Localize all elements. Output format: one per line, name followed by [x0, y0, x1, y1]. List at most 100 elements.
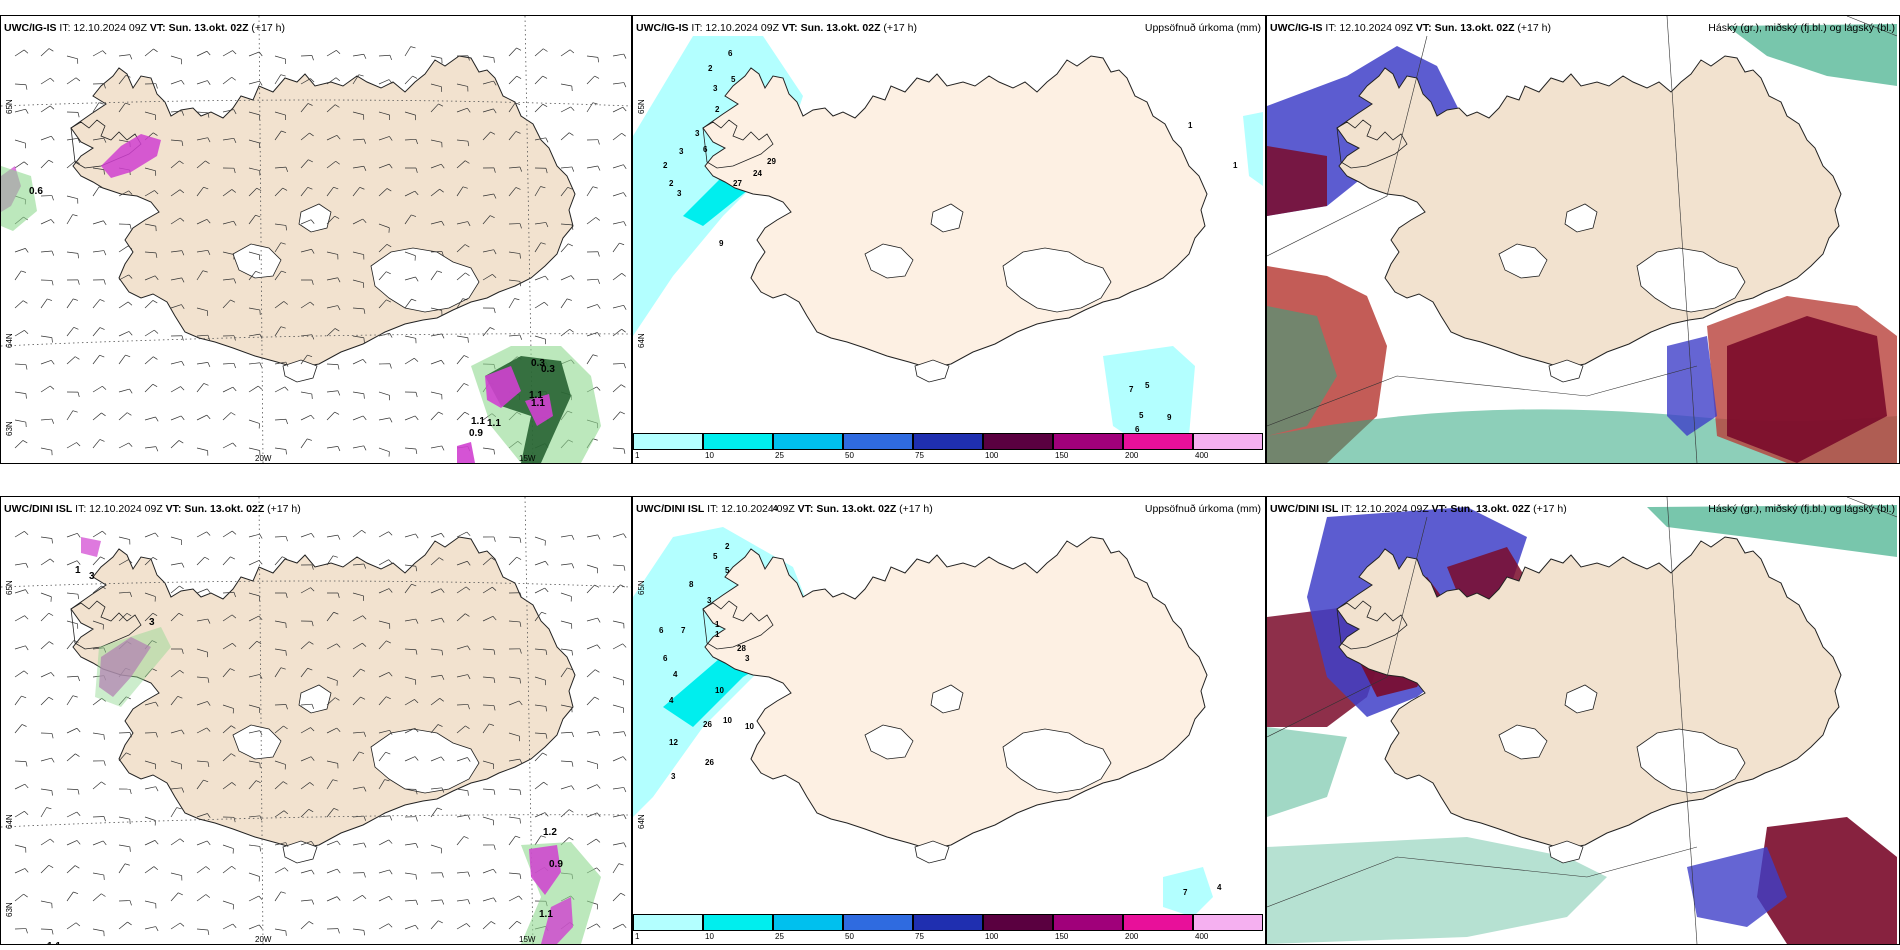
wind-barb	[612, 923, 623, 930]
wind-barb	[248, 704, 260, 709]
panel-cloud-igis: UWC/IG-IS IT: 12.10.2024 09Z VT: Sun. 13…	[1266, 15, 1900, 464]
wind-barb-flag	[49, 105, 55, 110]
wind-barb	[482, 760, 494, 765]
wind-barb	[196, 362, 208, 365]
wind-barb-flag	[102, 530, 107, 535]
wind-barb-flag	[181, 787, 185, 793]
wind-barb-flag	[125, 102, 131, 106]
wind-barb-flag	[545, 168, 548, 174]
wind-barb-flag	[596, 923, 601, 928]
wind-barb-flag	[545, 561, 549, 566]
wind-barb	[92, 781, 102, 790]
wind-barb-flag	[181, 648, 184, 654]
wind-barb	[66, 55, 78, 60]
wind-barb-flag	[571, 785, 575, 791]
wind-barb-flag	[415, 924, 419, 930]
wind-barb-flag	[335, 77, 341, 82]
wind-barb	[560, 731, 572, 734]
wind-barb	[534, 275, 546, 281]
wind-barb	[482, 897, 494, 902]
wind-barb-flag	[310, 587, 315, 592]
precip-value-label: 0.3	[541, 364, 555, 375]
wind-barb-flag	[103, 647, 107, 653]
wind-barb	[144, 251, 156, 254]
wind-barb-flag	[308, 641, 314, 645]
wind-barb	[144, 612, 154, 622]
wind-barb-flag	[23, 161, 29, 166]
wind-barb-flag	[493, 868, 497, 874]
wind-barb	[300, 248, 312, 253]
wind-barb-flag	[103, 279, 106, 285]
wind-barb	[560, 275, 572, 281]
wind-barb	[456, 186, 464, 197]
wind-barb	[560, 106, 571, 113]
glacier-outline	[282, 840, 318, 864]
precip-value-label: 1.2	[543, 827, 557, 838]
wind-barb	[196, 894, 207, 902]
wind-barb	[326, 186, 334, 197]
wind-barb	[170, 55, 182, 60]
wind-barb-flag	[101, 698, 106, 702]
wind-barb-flag	[519, 818, 521, 824]
wind-barb-flag	[545, 706, 547, 712]
wind-barb	[378, 244, 388, 253]
wind-barb-flag	[410, 46, 416, 49]
wind-barb-flag	[571, 732, 574, 738]
wind-barb	[508, 676, 520, 679]
wind-barb	[144, 167, 156, 172]
wind-barb-flag	[311, 279, 314, 285]
lead-time: (+17 h)	[264, 503, 301, 515]
wind-barb-flag	[232, 643, 237, 647]
wind-barb	[300, 782, 311, 790]
wind-barb-flag	[467, 871, 471, 877]
wind-barb-flag	[438, 920, 443, 924]
precip-value-label: 1.1	[471, 416, 485, 427]
westfjords-outline	[702, 119, 774, 169]
wind-barb	[508, 75, 517, 85]
wind-barb	[92, 732, 104, 736]
colorbar-swatch	[913, 433, 983, 450]
wind-barb	[118, 139, 130, 143]
wind-barb-flag	[545, 733, 548, 739]
wind-barb-flag	[283, 725, 288, 730]
wind-barb	[222, 299, 231, 309]
wind-barb	[222, 362, 235, 365]
wind-barb-flag	[206, 531, 211, 536]
wind-barb	[326, 779, 334, 790]
wind-barb	[248, 111, 260, 116]
wind-barb-flag	[519, 253, 521, 259]
wind-barb	[378, 923, 389, 930]
wind-barb-flag	[181, 140, 184, 146]
wind-barb	[14, 248, 26, 253]
wind-barb	[248, 251, 260, 256]
wind-barb	[248, 271, 256, 281]
wind-barb	[196, 186, 204, 197]
wind-barb	[66, 410, 74, 421]
glacier-outline	[232, 243, 282, 279]
wind-barb-flag	[464, 411, 470, 415]
wind-barb-flag	[25, 393, 27, 399]
wind-barb	[612, 731, 624, 734]
wind-barb	[404, 533, 416, 538]
wind-barb-flag	[385, 751, 391, 755]
wind-barb	[352, 642, 363, 650]
wind-barb-flag	[49, 838, 55, 843]
wind-barb-flag	[386, 640, 391, 644]
wind-barb-flag	[415, 649, 418, 655]
panel-title: UWC/IG-IS IT: 12.10.2024 09Z VT: Sun. 13…	[636, 22, 917, 34]
wind-barb	[352, 928, 364, 931]
wind-barb-flag	[596, 784, 601, 789]
glacier-outline	[864, 724, 914, 760]
wind-barb	[378, 620, 390, 625]
wind-barb	[248, 615, 260, 622]
wind-barb-flag	[25, 364, 28, 370]
wind-barb-flag	[307, 187, 313, 190]
wind-barb-flag	[336, 840, 341, 846]
wind-barb	[482, 215, 491, 225]
wind-barb	[378, 136, 390, 141]
wind-barb-flag	[285, 704, 288, 710]
wind-barb	[352, 391, 364, 395]
wind-barb-flag	[467, 108, 471, 113]
wind-barb	[300, 641, 310, 650]
wind-barb-flag	[152, 383, 158, 387]
